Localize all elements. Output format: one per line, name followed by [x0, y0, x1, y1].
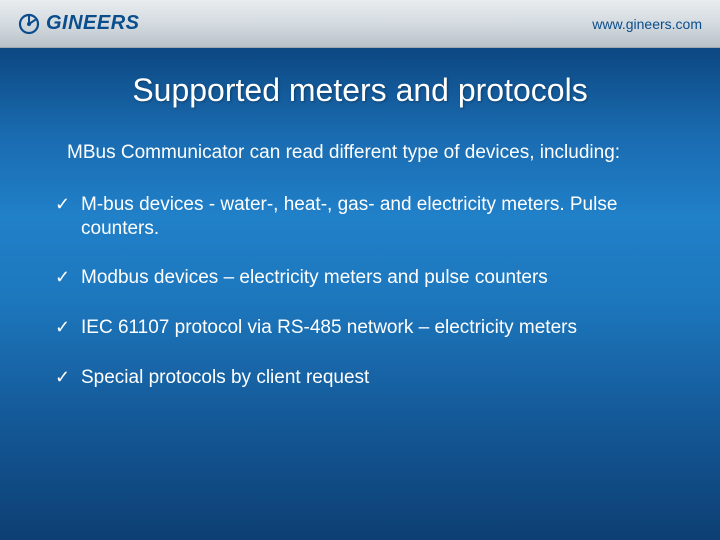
slide-title: Supported meters and protocols — [55, 72, 665, 109]
slide-container: GINEERS www.gineers.com Supported meters… — [0, 0, 720, 540]
slide-header: GINEERS www.gineers.com — [0, 0, 720, 48]
company-url: www.gineers.com — [592, 16, 702, 32]
bullet-item: IEC 61107 protocol via RS-485 network – … — [55, 316, 665, 340]
bullet-item: M-bus devices - water-, heat-, gas- and … — [55, 193, 665, 241]
bullet-item: Modbus devices – electricity meters and … — [55, 266, 665, 290]
company-logo: GINEERS — [18, 12, 140, 35]
bullet-list: M-bus devices - water-, heat-, gas- and … — [55, 193, 665, 390]
slide-content: Supported meters and protocols MBus Comm… — [0, 48, 720, 540]
slide-intro: MBus Communicator can read different typ… — [55, 141, 665, 165]
logo-icon — [18, 13, 40, 35]
bullet-item: Special protocols by client request — [55, 366, 665, 390]
company-name: GINEERS — [46, 12, 140, 35]
